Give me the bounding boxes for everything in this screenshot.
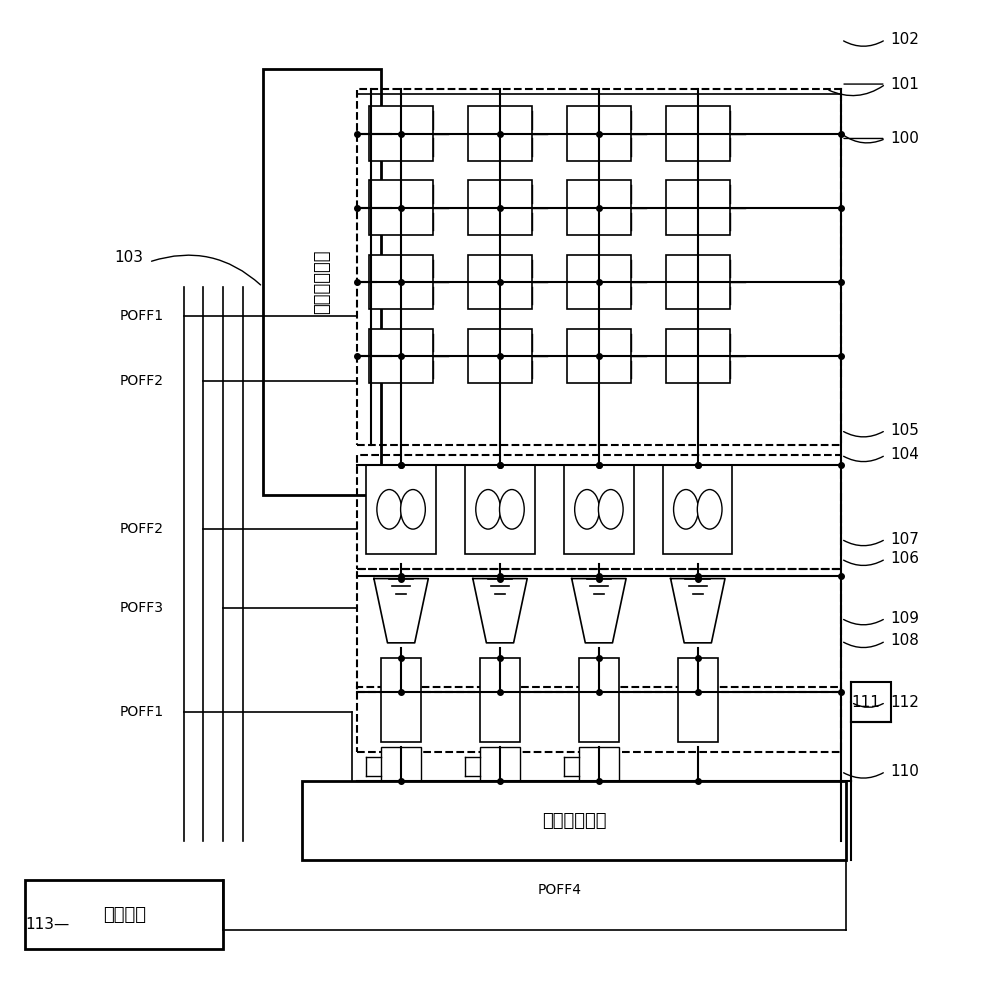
Bar [678,658,718,742]
Text: 106: 106 [891,551,920,567]
Bar [663,465,732,554]
Bar [851,682,891,722]
Text: POFF1: POFF1 [119,705,163,719]
Ellipse shape [500,490,524,529]
Text: 104: 104 [891,447,920,463]
Bar [366,465,436,554]
Text: 109: 109 [891,610,920,626]
Bar [302,781,846,860]
Ellipse shape [674,490,698,529]
Text: 垂直扫描电路: 垂直扫描电路 [313,249,331,315]
Text: POFF3: POFF3 [119,601,163,615]
Bar [369,254,433,310]
Bar [666,254,730,310]
Bar [381,747,421,786]
Ellipse shape [377,490,402,529]
Bar [567,180,631,235]
Bar [357,687,841,752]
Bar [468,254,532,310]
Bar [369,107,433,161]
Bar [465,465,535,554]
Text: 101: 101 [891,76,920,92]
Bar [480,747,520,786]
Bar [468,107,532,161]
Bar [25,880,223,949]
Text: POFF2: POFF2 [119,374,163,388]
Bar [357,569,841,692]
Ellipse shape [575,490,599,529]
Text: 108: 108 [891,633,920,649]
Bar [567,328,631,384]
Bar [381,658,421,742]
Text: 103: 103 [114,249,143,265]
Bar [357,455,841,569]
Text: 水平扫描电路: 水平扫描电路 [542,812,606,830]
Ellipse shape [401,490,425,529]
Bar [263,69,381,494]
Bar [567,107,631,161]
Bar [369,328,433,384]
Bar [666,107,730,161]
Text: 控制单元: 控制单元 [103,906,146,924]
Bar [579,747,619,786]
Bar [666,328,730,384]
Text: POFF2: POFF2 [119,522,163,536]
Text: POFF4: POFF4 [537,883,581,897]
Text: 112: 112 [891,694,920,710]
Text: 111: 111 [851,694,880,710]
Bar [468,328,532,384]
Text: 105: 105 [891,422,920,438]
Bar [480,658,520,742]
Text: POFF1: POFF1 [119,310,163,323]
Ellipse shape [697,490,722,529]
Bar [357,89,841,445]
Bar [369,180,433,235]
Bar [666,180,730,235]
Text: 102: 102 [891,32,920,47]
Bar [564,465,634,554]
Text: 113—: 113— [25,917,70,933]
Text: 100: 100 [891,131,920,146]
Bar [579,658,619,742]
Ellipse shape [598,490,623,529]
Text: 107: 107 [891,531,920,547]
Text: 110: 110 [891,764,920,779]
Bar [468,180,532,235]
Ellipse shape [476,490,500,529]
Bar [567,254,631,310]
